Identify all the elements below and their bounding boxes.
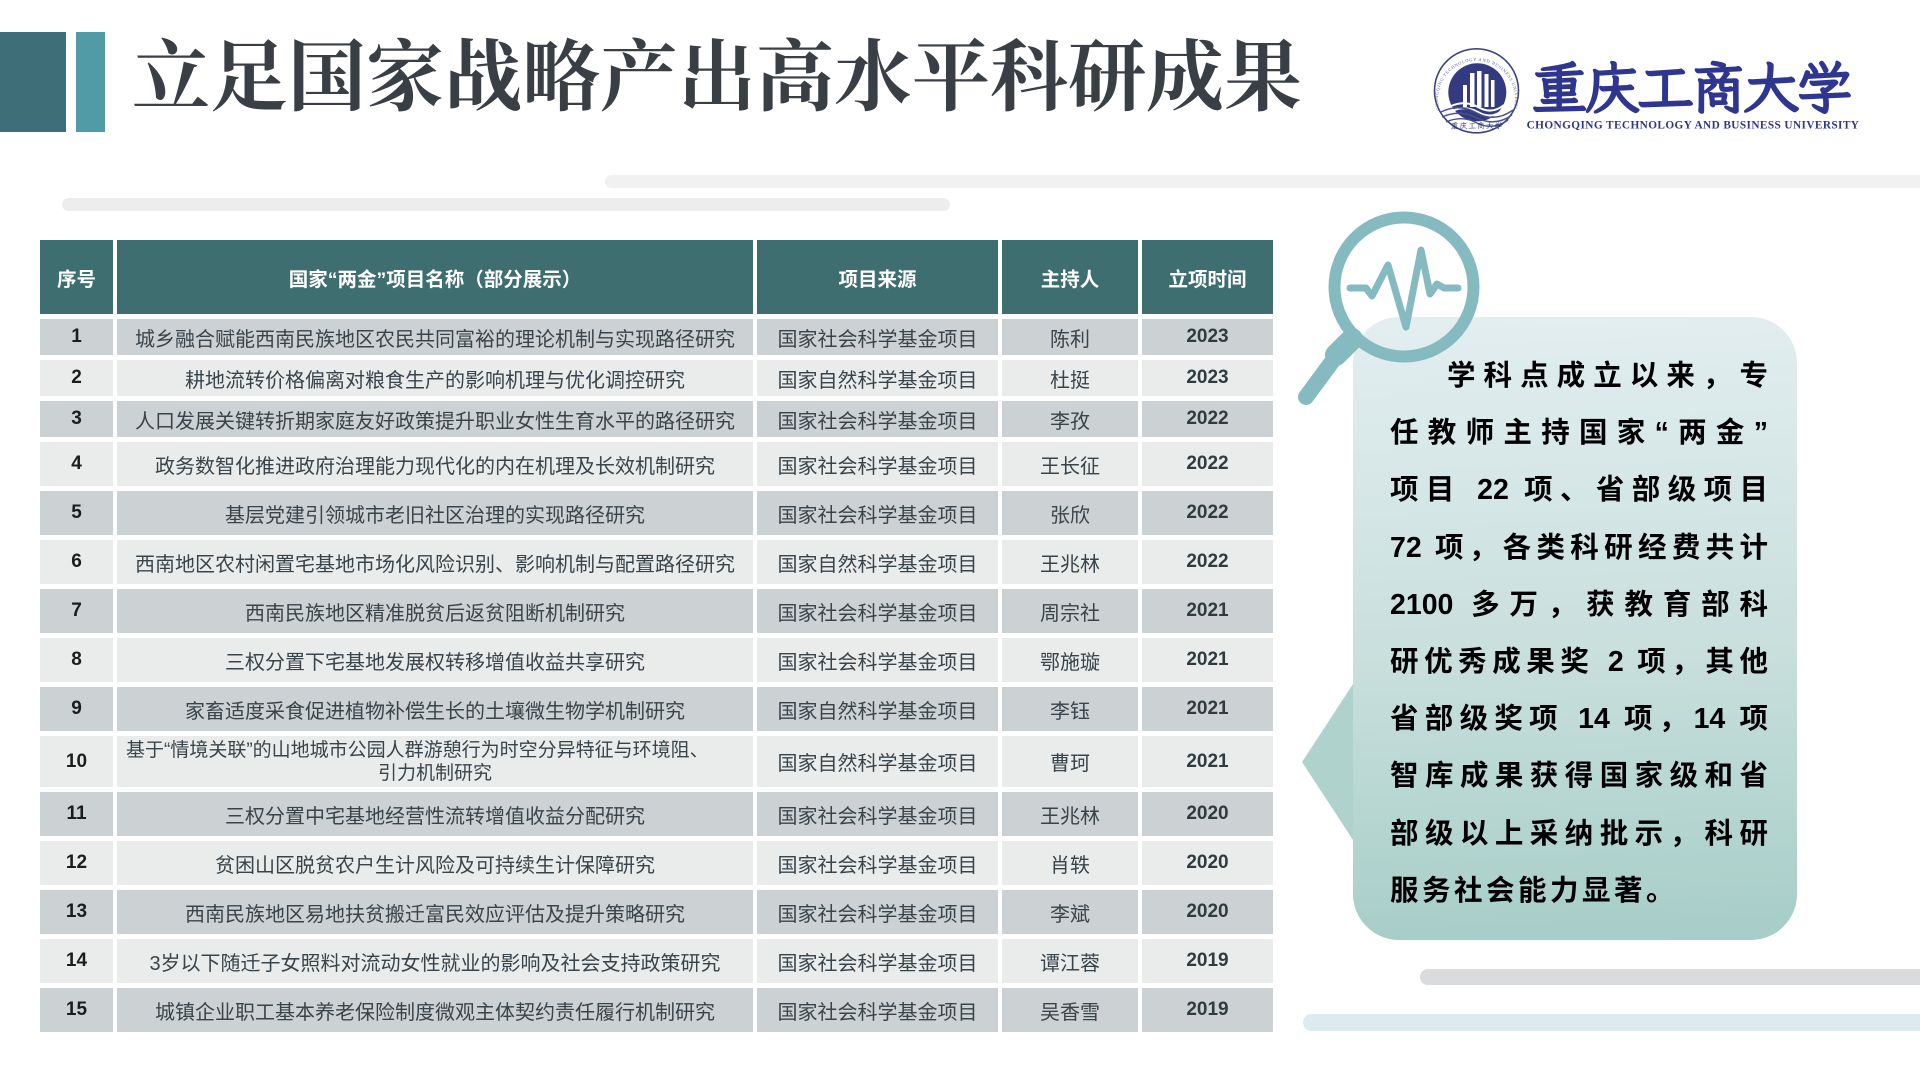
svg-text:CHONGQING TECHNOLOGY AND BUSIN: CHONGQING TECHNOLOGY AND BUSINESS UNIVER… bbox=[1527, 120, 1860, 132]
svg-text:重庆工商大学: 重庆工商大学 bbox=[1531, 50, 1850, 125]
svg-text:重庆工商大学: 重庆工商大学 bbox=[1451, 122, 1504, 132]
